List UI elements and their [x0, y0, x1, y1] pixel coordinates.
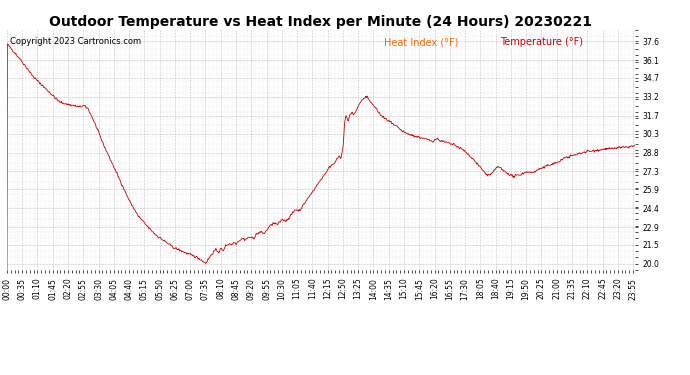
- Title: Outdoor Temperature vs Heat Index per Minute (24 Hours) 20230221: Outdoor Temperature vs Heat Index per Mi…: [50, 15, 592, 29]
- Text: Temperature (°F): Temperature (°F): [500, 37, 583, 47]
- Text: Copyright 2023 Cartronics.com: Copyright 2023 Cartronics.com: [10, 37, 141, 46]
- Text: Heat Index (°F): Heat Index (°F): [384, 37, 458, 47]
